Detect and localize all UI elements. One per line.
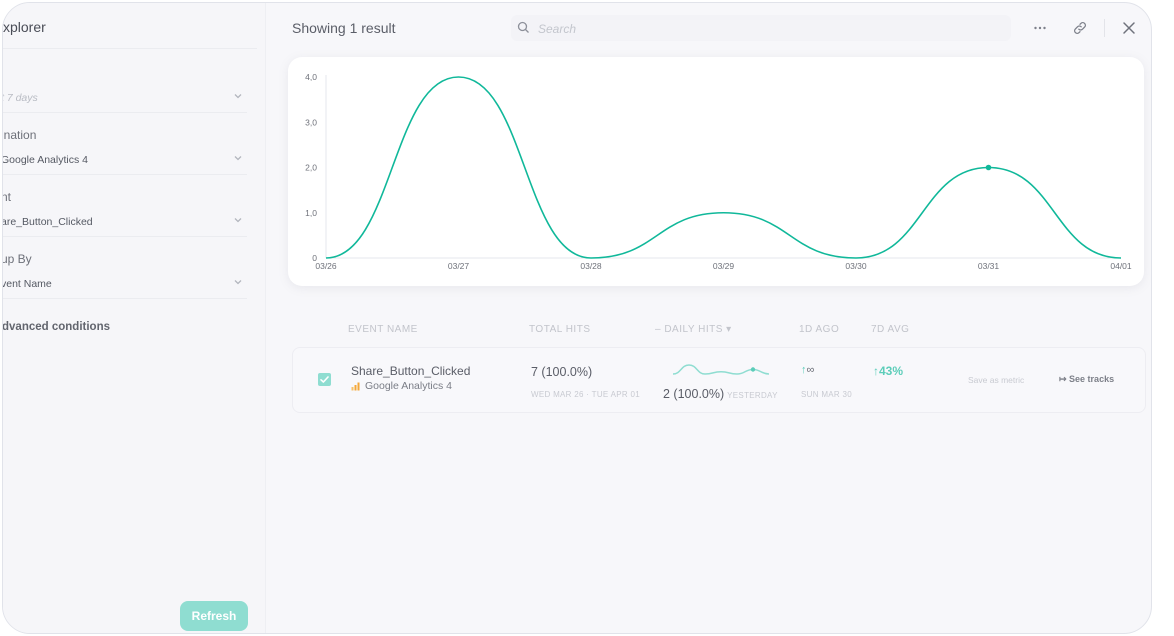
header-divider	[1104, 19, 1105, 37]
app-window: xplorer t 7 days ination Google Analytic…	[2, 2, 1152, 634]
search-input[interactable]	[536, 19, 1000, 39]
search-box[interactable]	[511, 15, 1011, 41]
group-by-label: up By	[2, 252, 32, 266]
highlight-point	[985, 164, 992, 171]
filter-sidebar: xplorer t 7 days ination Google Analytic…	[3, 3, 266, 633]
chevron-down-icon	[234, 156, 242, 161]
event-name: Share_Button_Clicked	[351, 364, 471, 378]
close-icon[interactable]	[1118, 17, 1140, 39]
more-horizontal-icon[interactable]	[1029, 17, 1051, 39]
search-icon	[517, 21, 529, 33]
date-range-text: WED MAR 26 · TUE APR 01	[531, 390, 641, 399]
chevron-down-icon	[234, 280, 242, 285]
link-icon[interactable]	[1069, 17, 1091, 39]
daily-hits-label: YESTERDAY	[727, 391, 778, 400]
see-tracks-label: See tracks	[1069, 374, 1115, 384]
event-select[interactable]: are_Button_Clicked	[2, 207, 247, 237]
arrow-up-icon: ↑	[801, 364, 807, 376]
total-hits-value: 7 (100.0%)	[531, 365, 593, 379]
y-tick-label: 0	[312, 253, 317, 263]
y-tick-label: 4,0	[305, 72, 317, 82]
event-label: nt	[2, 190, 12, 204]
one-day-ago-value: ↑∞	[801, 364, 814, 376]
column-header-1d-ago[interactable]: 1D AGO	[799, 324, 840, 335]
tracks-icon: ↦	[1059, 374, 1070, 384]
event-source: Google Analytics 4	[351, 380, 452, 392]
x-tick-label: 04/01	[1110, 261, 1132, 271]
divider	[3, 48, 257, 49]
date-range-select[interactable]: t 7 days	[2, 83, 247, 113]
x-tick-label: 03/28	[580, 261, 602, 271]
see-tracks-button[interactable]: ↦ See tracks	[1059, 374, 1114, 385]
daily-hits-sparkline	[672, 364, 770, 375]
group-by-select[interactable]: vent Name	[2, 269, 247, 299]
event-value: are_Button_Clicked	[2, 216, 93, 228]
result-count: Showing 1 result	[292, 20, 396, 36]
x-tick-label: 03/31	[978, 261, 1000, 271]
google-analytics-icon	[351, 382, 360, 391]
group-by-value: vent Name	[2, 278, 52, 290]
x-tick-label: 03/26	[315, 261, 337, 271]
chevron-down-icon	[234, 94, 242, 99]
arrow-up-icon: ↑	[873, 364, 879, 378]
x-tick-label: 03/29	[713, 261, 735, 271]
y-tick-label: 2,0	[305, 163, 317, 173]
destination-select[interactable]: Google Analytics 4	[2, 145, 247, 175]
seven-day-avg-value: ↑43%	[873, 364, 903, 378]
column-header-7d-avg[interactable]: 7D AVG	[871, 324, 910, 335]
column-header-total-hits[interactable]: TOTAL HITS	[529, 324, 591, 335]
y-tick-label: 3,0	[305, 117, 317, 127]
hits-line-chart: 0 1,0 2,0 3,0 4,0 03/26 03/27 03/28 03/29 03/30 03…	[305, 72, 1132, 271]
series-line	[325, 76, 1122, 259]
daily-hits-value: 2 (100.0%) YESTERDAY	[663, 387, 778, 401]
one-day-ago-date: SUN MAR 30	[801, 390, 853, 399]
row-checkbox[interactable]	[318, 373, 331, 386]
check-icon	[320, 376, 329, 383]
event-source-label: Google Analytics 4	[365, 380, 452, 392]
date-range-value: t 7 days	[2, 92, 38, 104]
y-tick-label: 1,0	[305, 208, 317, 218]
destination-label: ination	[2, 128, 37, 142]
sidebar-title: xplorer	[3, 19, 46, 35]
one-day-ago-number: ∞	[806, 364, 815, 376]
advanced-conditions-toggle[interactable]: dvanced conditions	[2, 321, 110, 333]
table-row[interactable]: Share_Button_Clicked Google Analytics 4 …	[292, 347, 1146, 413]
x-tick-label: 03/30	[845, 261, 867, 271]
hits-chart-card: 0 1,0 2,0 3,0 4,0 03/26 03/27 03/28 03/29 03/30 03…	[288, 57, 1144, 286]
column-header-event-name[interactable]: EVENT NAME	[348, 324, 418, 335]
x-tick-label: 03/27	[448, 261, 470, 271]
daily-hits-number: 2 (100.0%)	[663, 387, 725, 401]
save-as-metric-button[interactable]: Save as metric	[968, 375, 1025, 385]
column-header-daily-hits[interactable]: – DAILY HITS ▾	[655, 324, 732, 335]
sparkline-highlight-point	[750, 367, 756, 372]
destination-value: Google Analytics 4	[2, 154, 88, 166]
refresh-button[interactable]: Refresh	[180, 601, 248, 631]
seven-day-avg-number: 43%	[879, 364, 904, 378]
chevron-down-icon	[234, 218, 242, 223]
